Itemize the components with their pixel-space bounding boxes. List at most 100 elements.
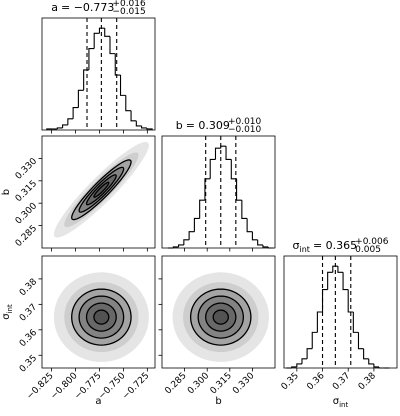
histogram-step (368, 358, 374, 365)
contour-line (85, 302, 117, 332)
contour-line (189, 288, 252, 346)
histogram-step (93, 32, 100, 49)
x-tick-label: 0.285 (163, 371, 188, 396)
panel-title: b = 0.309 (176, 119, 230, 132)
histogram-step (62, 124, 68, 128)
x-tick-label: 0.36 (305, 371, 326, 392)
histogram-step (357, 332, 364, 350)
histogram-step (193, 217, 200, 232)
histogram-step (199, 199, 205, 219)
panel-frame (41, 17, 156, 131)
density-fill (71, 289, 132, 346)
param-name-sub: int (300, 245, 310, 254)
contour-line (71, 288, 132, 346)
sample-cloud (64, 152, 139, 228)
y-tick-label: 0.315 (14, 179, 39, 204)
x-tick-label: 0.315 (209, 371, 234, 396)
density-fill (79, 296, 124, 339)
histogram-step (327, 271, 333, 290)
histogram-step (301, 358, 308, 364)
contour-line (93, 181, 110, 198)
panel-frame (41, 255, 156, 369)
histogram-step (347, 289, 354, 313)
histogram-step (183, 239, 190, 245)
param-name: a (95, 396, 101, 407)
histogram-step (262, 244, 269, 248)
sample-cloud (172, 272, 269, 362)
histogram-step (204, 178, 211, 201)
histogram-step (88, 47, 95, 70)
histogram-step (77, 89, 84, 108)
histogram-step (56, 127, 63, 129)
histogram-step (135, 120, 142, 127)
title-value: = 0.309 (186, 119, 230, 132)
histogram-step (342, 272, 349, 291)
histogram-step (363, 348, 369, 360)
panel-title: a = −0.773 (51, 1, 114, 14)
contour-line (78, 166, 125, 213)
contour-line (212, 309, 229, 325)
histogram-step (178, 244, 184, 247)
histogram-step (246, 218, 253, 233)
title-upper: +0.010 (228, 117, 262, 127)
histogram-step (236, 178, 242, 201)
param-name-sub: int (339, 401, 348, 409)
x-axis-label: b (215, 396, 221, 407)
param-name: σ (333, 396, 340, 407)
histogram-step (337, 266, 344, 273)
histogram-step (146, 127, 153, 130)
histogram-step (291, 366, 297, 368)
density-fill (93, 310, 109, 325)
panel-frame (161, 135, 276, 249)
histogram-step (352, 312, 359, 333)
title-value: = 0.365 (313, 239, 357, 252)
x-tick-label: 0.330 (231, 371, 256, 396)
title-lower: 0.005 (355, 245, 381, 255)
histogram-step (378, 366, 385, 369)
histogram-step (230, 159, 237, 180)
histogram-step (257, 239, 263, 246)
sample-cloud (64, 282, 139, 353)
x-tick-label: 0.35 (280, 371, 301, 392)
title-upper: +0.016 (112, 0, 146, 9)
param-name: σ (1, 313, 12, 320)
y-tick-label: 0.285 (14, 224, 39, 249)
x-axis-label: σint (333, 396, 349, 409)
histogram-step (214, 147, 221, 160)
histogram-step (104, 28, 110, 37)
panel-frame (283, 255, 398, 369)
histogram-step (125, 95, 132, 112)
x-tick-label: 0.37 (331, 371, 352, 392)
histogram-step (316, 311, 323, 333)
histogram-step (332, 265, 338, 273)
panel-title: σint = 0.365 (293, 239, 358, 254)
density-fill (86, 303, 117, 332)
histogram-step (241, 200, 248, 220)
param-name: b (1, 189, 12, 195)
histogram-step (72, 107, 79, 119)
y-tick-label: 0.36 (18, 328, 39, 349)
x-axis-label: a (95, 396, 101, 407)
sample-cloud (53, 141, 149, 238)
histogram-step (220, 145, 227, 149)
density-fill (93, 182, 109, 198)
panel-frame (41, 135, 156, 249)
y-axis-label: b (1, 189, 12, 195)
param-name: σ (293, 239, 300, 252)
histogram-step (119, 75, 126, 96)
contour-group (172, 272, 269, 362)
contour-group (53, 141, 149, 238)
sample-cloud (183, 282, 259, 353)
density-fill (205, 303, 236, 332)
sample-cloud (53, 272, 149, 362)
histogram-step (67, 118, 74, 125)
histogram-step (296, 363, 302, 367)
title-upper: +0.006 (355, 237, 389, 247)
y-tick-label: 0.330 (14, 156, 39, 181)
x-tick-label: 0.38 (357, 371, 378, 392)
histogram-step (83, 69, 89, 91)
y-tick-label: 0.35 (18, 353, 39, 374)
histogram-step (130, 110, 137, 122)
contour-line (205, 302, 237, 332)
